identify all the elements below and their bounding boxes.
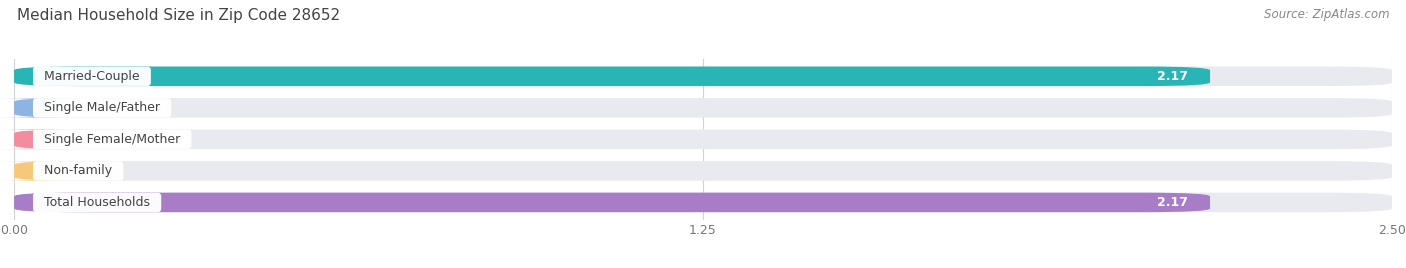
FancyBboxPatch shape [14, 66, 1211, 86]
Text: 0.00: 0.00 [80, 164, 108, 177]
FancyBboxPatch shape [14, 98, 1392, 118]
Text: 2.17: 2.17 [1157, 70, 1188, 83]
Text: Single Female/Mother: Single Female/Mother [37, 133, 188, 146]
FancyBboxPatch shape [14, 130, 1392, 149]
Text: 0.00: 0.00 [80, 101, 108, 114]
FancyBboxPatch shape [0, 98, 80, 118]
Text: Single Male/Father: Single Male/Father [37, 101, 169, 114]
Text: Non-family: Non-family [37, 164, 121, 177]
Text: Median Household Size in Zip Code 28652: Median Household Size in Zip Code 28652 [17, 8, 340, 23]
Text: 2.17: 2.17 [1157, 196, 1188, 209]
FancyBboxPatch shape [14, 193, 1392, 212]
FancyBboxPatch shape [0, 161, 80, 181]
FancyBboxPatch shape [14, 193, 1211, 212]
Text: Total Households: Total Households [37, 196, 157, 209]
FancyBboxPatch shape [0, 130, 80, 149]
FancyBboxPatch shape [14, 66, 1392, 86]
Text: 0.00: 0.00 [80, 133, 108, 146]
Text: Source: ZipAtlas.com: Source: ZipAtlas.com [1264, 8, 1389, 21]
Text: Married-Couple: Married-Couple [37, 70, 148, 83]
FancyBboxPatch shape [14, 161, 1392, 181]
